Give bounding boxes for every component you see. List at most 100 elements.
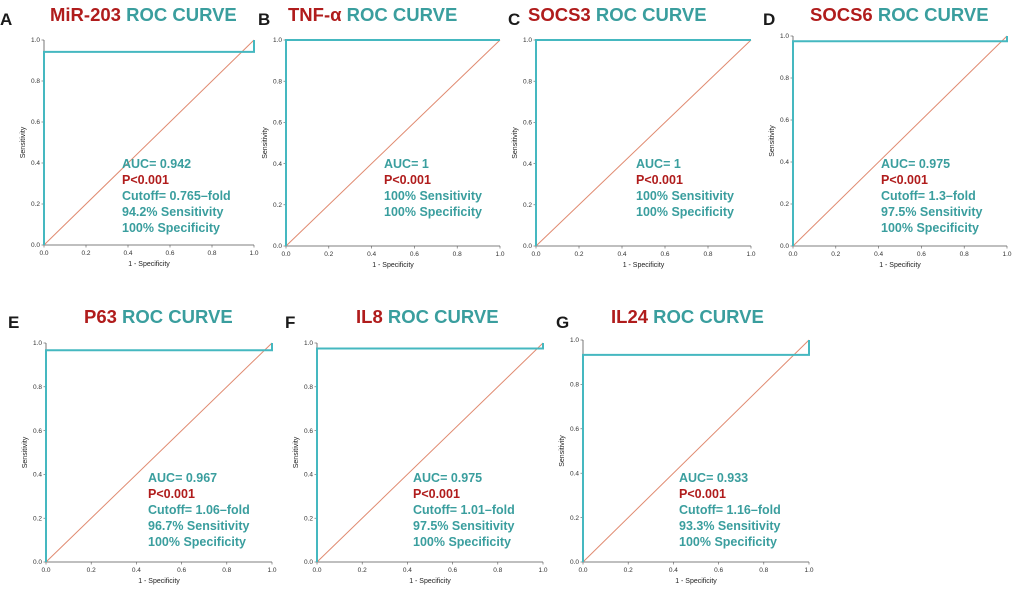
- y-tick-label: 0.6: [273, 120, 282, 127]
- title-marker: SOCS3: [528, 4, 591, 25]
- annotation-line: AUC= 1: [636, 157, 681, 171]
- panel-letter-g: G: [556, 313, 570, 332]
- annotation-line: Cutoff= 1.06–fold: [148, 503, 250, 517]
- title-suffix: ROC CURVE: [648, 306, 764, 327]
- y-tick-label: 0.8: [273, 78, 282, 85]
- x-tick-label: 0.6: [714, 567, 723, 574]
- annotation-block-d: AUC= 0.975 P<0.001 Cutoff= 1.3–fold 97.5% S…: [881, 156, 982, 236]
- chart-title-d: SOCS6 ROC CURVE: [810, 4, 989, 26]
- annotation-block-f: AUC= 0.975 P<0.001 Cutoff= 1.01–fold 97.5% …: [413, 470, 515, 550]
- y-tick-label: 0.6: [523, 120, 532, 127]
- y-tick-label: 0.0: [273, 243, 282, 250]
- x-tick-label: 1.0: [249, 250, 258, 257]
- title-suffix: ROC CURVE: [116, 306, 233, 327]
- x-tick-label: 0.4: [874, 251, 883, 258]
- roc-plot-e: 0.00.0 0.2 0.2 0.4 0.4 0.6 0.6 0.8 0.8 1.0 1.0 1 - …: [22, 340, 277, 585]
- annotation-line: 100% Specificity: [122, 221, 220, 235]
- x-tick-label: 1.0: [495, 251, 504, 258]
- annotation-line: 93.3% Sensitivity: [679, 519, 781, 533]
- y-tick-label: 0.2: [31, 201, 40, 208]
- annotation-line: 100% Specificity: [881, 221, 979, 235]
- title-marker: SOCS6: [810, 4, 873, 25]
- roc-plot-c: 0.00.0 0.2 0.2 0.4 0.4 0.6 0.6 0.8 0.8 1.0 1.0 1 - …: [512, 37, 756, 269]
- x-tick-label: 0.0: [578, 567, 587, 574]
- roc-curve-line: [45, 343, 273, 562]
- x-tick-label: 0.6: [448, 567, 457, 574]
- annotation-block-e: AUC= 0.967 P<0.001 Cutoff= 1.06–fold 96.7% …: [148, 470, 250, 550]
- x-axis-label: 1 - Specificity: [138, 578, 180, 585]
- y-tick-label: 0.8: [523, 78, 532, 85]
- chart-title-e: P63 ROC CURVE: [84, 306, 233, 328]
- chart-title-g: IL24 ROC CURVE: [611, 306, 764, 328]
- x-tick-label: 0.0: [788, 251, 797, 258]
- panel-letter-f: F: [285, 313, 296, 332]
- roc-curve-line: [285, 39, 500, 246]
- annotation-block-a: AUC= 0.942 P<0.001 Cutoff= 0.765–fold 94.2%…: [122, 156, 231, 236]
- x-tick-label: 0.6: [660, 251, 669, 258]
- reference-diagonal-line: [43, 39, 255, 246]
- y-tick-label: 0.6: [33, 428, 42, 435]
- annotation-line: Cutoff= 1.01–fold: [413, 503, 515, 517]
- y-tick-label: 1.0: [570, 337, 579, 344]
- x-tick-label: 0.8: [493, 567, 502, 574]
- chart-title-f: IL8 ROC CURVE: [356, 306, 499, 328]
- y-tick-label: 0.2: [304, 515, 313, 522]
- y-tick-label: 0.4: [273, 161, 282, 168]
- x-tick-label: 0.4: [123, 250, 132, 257]
- x-tick-label: 0.0: [41, 567, 50, 574]
- x-axis-label: 1 - Specificity: [879, 262, 921, 269]
- roc-curve-line: [316, 343, 544, 562]
- y-axis-label: Sensitivity: [769, 125, 776, 157]
- x-tick-label: 0.8: [453, 251, 462, 258]
- y-tick-label: 0.4: [780, 159, 789, 166]
- y-tick-label: 0.4: [570, 470, 579, 477]
- reference-diagonal-line: [316, 342, 544, 563]
- title-marker: IL24: [611, 306, 649, 327]
- annotation-line: Cutoff= 1.16–fold: [679, 503, 781, 517]
- x-tick-label: 1.0: [746, 251, 755, 258]
- panel-letter-b: B: [258, 10, 271, 29]
- title-marker: P63: [84, 306, 117, 327]
- y-tick-label: 0.6: [570, 426, 579, 433]
- x-tick-label: 0.4: [403, 567, 412, 574]
- annotation-line: 100% Specificity: [636, 205, 734, 219]
- annotation-line: AUC= 0.967: [148, 471, 218, 485]
- x-axis-label: 1 - Specificity: [409, 578, 451, 585]
- y-tick-label: 1.0: [33, 340, 42, 347]
- annotation-block-g: AUC= 0.933 P<0.001 Cutoff= 1.16–fold 93.3% …: [679, 470, 781, 550]
- y-axis-label: Sensitivity: [512, 127, 519, 159]
- annotation-line: AUC= 0.933: [679, 471, 749, 485]
- x-tick-label: 0.0: [531, 251, 540, 258]
- annotation-line: AUC= 0.975: [881, 157, 951, 171]
- chart-title-c: SOCS3 ROC CURVE: [528, 4, 707, 26]
- p-value-text: P<0.001: [636, 173, 683, 187]
- x-tick-label: 0.0: [281, 251, 290, 258]
- y-tick-label: 0.4: [33, 472, 42, 479]
- panel-letter-a: A: [0, 10, 13, 29]
- x-tick-label: 0.8: [759, 567, 768, 574]
- chart-title-a: MiR-203 ROC CURVE: [50, 4, 237, 26]
- y-tick-label: 0.8: [570, 382, 579, 389]
- x-tick-label: 1.0: [267, 567, 276, 574]
- x-tick-label: 0.6: [165, 250, 174, 257]
- x-tick-label: 0.0: [39, 250, 48, 257]
- chart-title-b: TNF-α ROC CURVE: [288, 4, 457, 26]
- x-tick-label: 0.2: [324, 251, 333, 258]
- y-tick-label: 1.0: [273, 37, 282, 44]
- reference-diagonal-line: [45, 342, 273, 563]
- y-axis-label: Sensitivity: [262, 127, 269, 159]
- y-tick-label: 0.4: [31, 160, 40, 167]
- x-tick-label: 0.8: [703, 251, 712, 258]
- p-value-text: P<0.001: [413, 487, 460, 501]
- annotation-line: 100% Specificity: [679, 535, 777, 549]
- roc-plot-b: 0.00.0 0.2 0.2 0.4 0.4 0.6 0.6 0.8 0.8 1.0 1.0 1 - …: [262, 37, 505, 269]
- x-tick-label: 1.0: [1002, 251, 1011, 258]
- annotation-line: 100% Sensitivity: [384, 189, 482, 203]
- x-axis-label: 1 - Specificity: [623, 262, 665, 269]
- y-axis-label: Sensitivity: [22, 436, 29, 468]
- x-tick-label: 0.8: [207, 250, 216, 257]
- x-tick-label: 1.0: [538, 567, 547, 574]
- x-tick-label: 0.2: [87, 567, 96, 574]
- x-tick-label: 0.4: [132, 567, 141, 574]
- panel-letter-e: E: [8, 313, 20, 332]
